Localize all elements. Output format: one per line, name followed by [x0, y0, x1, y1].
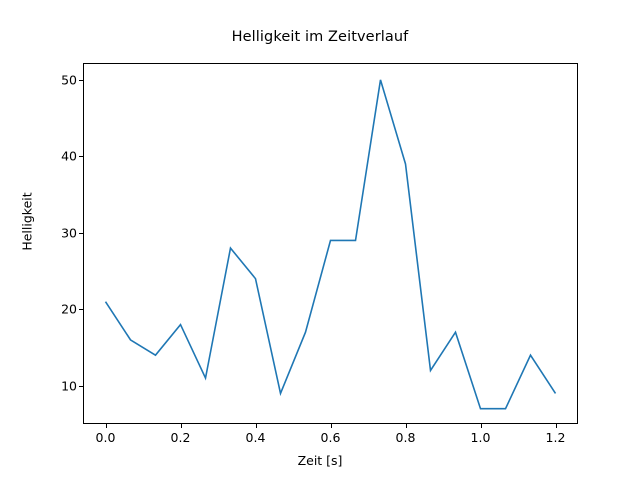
y-tick-mark [79, 385, 83, 387]
x-tick-mark [480, 424, 482, 428]
x-tick-label: 0.8 [395, 430, 416, 445]
x-axis-tick-marks [0, 424, 640, 428]
y-tick-label: 40 [61, 148, 77, 164]
y-tick-label: 30 [61, 225, 77, 241]
x-tick-label: 0.2 [170, 430, 191, 445]
y-tick-mark [79, 156, 83, 158]
y-axis-tick-marks [79, 0, 83, 480]
x-tick-mark [405, 424, 407, 428]
x-tick-label: 0.0 [95, 430, 116, 445]
x-tick-label: 0.6 [320, 430, 341, 445]
data-line-series [104, 79, 557, 410]
plot-area [83, 63, 578, 424]
x-tick-mark [330, 424, 332, 428]
x-tick-mark [555, 424, 557, 428]
x-axis-title: Zeit [s] [297, 453, 343, 468]
x-tick-mark [105, 424, 107, 428]
x-tick-mark [180, 424, 182, 428]
y-tick-mark [79, 309, 83, 311]
x-tick-mark [255, 424, 257, 428]
y-tick-label: 20 [61, 301, 77, 317]
y-tick-label: 50 [61, 72, 77, 88]
y-tick-mark [79, 79, 83, 81]
chart-title: Helligkeit im Zeitverlauf [231, 29, 409, 45]
y-tick-label: 10 [61, 378, 77, 394]
x-tick-label: 1.0 [470, 430, 491, 445]
x-tick-label: 1.2 [545, 430, 566, 445]
x-tick-label: 0.4 [245, 430, 266, 445]
brightness-line [104, 79, 557, 410]
x-axis-tick-labels: 0.0 0.2 0.4 0.6 0.8 1.0 1.2 [0, 430, 640, 448]
y-axis-tick-labels: 10 20 30 40 50 [47, 0, 77, 480]
y-axis-title: Helligkeit [19, 192, 35, 251]
y-tick-mark [79, 232, 83, 234]
